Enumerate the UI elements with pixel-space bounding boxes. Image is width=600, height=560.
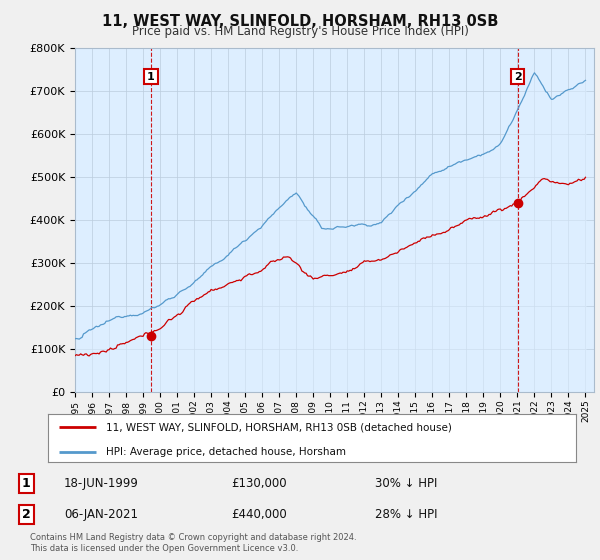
Text: 2: 2 bbox=[514, 72, 521, 82]
Text: £440,000: £440,000 bbox=[231, 508, 287, 521]
Text: 30% ↓ HPI: 30% ↓ HPI bbox=[375, 477, 437, 490]
Text: 11, WEST WAY, SLINFOLD, HORSHAM, RH13 0SB (detached house): 11, WEST WAY, SLINFOLD, HORSHAM, RH13 0S… bbox=[106, 422, 452, 432]
Text: 06-JAN-2021: 06-JAN-2021 bbox=[64, 508, 138, 521]
Text: 18-JUN-1999: 18-JUN-1999 bbox=[64, 477, 139, 490]
Text: HPI: Average price, detached house, Horsham: HPI: Average price, detached house, Hors… bbox=[106, 446, 346, 456]
Text: 1: 1 bbox=[147, 72, 155, 82]
Text: Contains HM Land Registry data © Crown copyright and database right 2024.
This d: Contains HM Land Registry data © Crown c… bbox=[30, 533, 356, 553]
Text: £130,000: £130,000 bbox=[231, 477, 287, 490]
Text: 1: 1 bbox=[22, 477, 31, 490]
Text: 28% ↓ HPI: 28% ↓ HPI bbox=[375, 508, 437, 521]
Text: 11, WEST WAY, SLINFOLD, HORSHAM, RH13 0SB: 11, WEST WAY, SLINFOLD, HORSHAM, RH13 0S… bbox=[102, 14, 498, 29]
Text: Price paid vs. HM Land Registry's House Price Index (HPI): Price paid vs. HM Land Registry's House … bbox=[131, 25, 469, 38]
Text: 2: 2 bbox=[22, 508, 31, 521]
